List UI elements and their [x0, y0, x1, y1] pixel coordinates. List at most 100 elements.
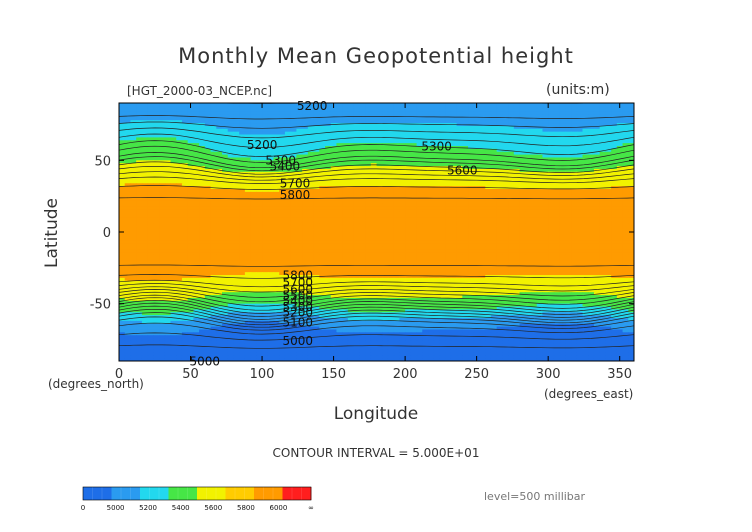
heatmap-cell: [347, 237, 355, 242]
heatmap-cell: [273, 229, 280, 233]
heatmap-cell: [330, 117, 338, 121]
heatmap-cell: [353, 140, 360, 144]
heatmap-cell: [170, 157, 177, 161]
heatmap-cell: [267, 177, 275, 181]
heatmap-cell: [267, 240, 275, 245]
heatmap-cell: [410, 252, 418, 256]
heatmap-cell: [262, 163, 269, 167]
heatmap-cell: [605, 197, 612, 202]
heatmap-cell: [433, 249, 441, 253]
heatmap-cell: [256, 232, 263, 236]
heatmap-cell: [216, 163, 223, 167]
heatmap-cell: [267, 163, 275, 167]
heatmap-cell: [359, 140, 366, 144]
heatmap-cell: [153, 206, 160, 210]
heatmap-cell: [399, 206, 406, 210]
heatmap-cell: [439, 257, 446, 262]
heatmap-cell: [244, 246, 252, 250]
heatmap-cell: [445, 209, 452, 213]
heatmap-cell: [302, 108, 309, 113]
heatmap-cell: [410, 174, 418, 179]
heatmap-cell: [565, 146, 572, 150]
heatmap-cell: [433, 237, 441, 242]
heatmap-cell: [553, 183, 561, 187]
heatmap-cell: [336, 234, 343, 239]
heatmap-cell: [548, 197, 555, 202]
heatmap-cell: [502, 125, 509, 130]
heatmap-cell: [513, 234, 521, 239]
heatmap-cell: [239, 229, 246, 233]
heatmap-cell: [485, 120, 492, 124]
heatmap-cell: [393, 206, 400, 210]
heatmap-cell: [468, 214, 475, 219]
heatmap-cell: [473, 223, 481, 227]
heatmap-cell: [422, 108, 429, 113]
heatmap-cell: [296, 105, 303, 110]
heatmap-cell: [542, 103, 549, 107]
heatmap-cell: [468, 206, 475, 210]
heatmap-cell: [399, 151, 406, 156]
heatmap-cell: [210, 160, 217, 164]
heatmap-cell: [147, 211, 154, 216]
heatmap-cell: [319, 123, 326, 127]
heatmap-cell: [479, 240, 486, 245]
heatmap-cell: [622, 143, 629, 147]
heatmap-cell: [313, 128, 320, 133]
heatmap-cell: [599, 137, 606, 141]
heatmap-cell: [159, 191, 166, 196]
heatmap-cell: [365, 108, 372, 113]
heatmap-cell: [416, 206, 423, 210]
heatmap-cell: [153, 180, 160, 184]
heatmap-cell: [147, 217, 154, 222]
heatmap-cell: [159, 171, 166, 176]
heatmap-cell: [370, 134, 378, 138]
heatmap-cell: [428, 197, 435, 202]
heatmap-cell: [473, 200, 481, 204]
heatmap-cell: [199, 260, 206, 265]
heatmap-cell: [222, 249, 229, 253]
heatmap-cell: [485, 140, 492, 144]
heatmap-cell: [290, 177, 297, 181]
heatmap-cell: [153, 237, 160, 242]
heatmap-cell: [611, 232, 618, 236]
heatmap-cell: [279, 131, 286, 136]
heatmap-cell: [445, 108, 452, 113]
heatmap-cell: [204, 237, 212, 242]
heatmap-cell: [399, 203, 406, 207]
heatmap-cell: [250, 254, 257, 259]
heatmap-cell: [422, 203, 429, 207]
heatmap-cell: [502, 229, 509, 233]
heatmap-cell: [307, 123, 315, 127]
heatmap-cell: [279, 257, 286, 262]
heatmap-cell: [164, 206, 172, 210]
heatmap-cell: [536, 209, 544, 213]
heatmap-cell: [302, 180, 309, 184]
heatmap-cell: [399, 189, 406, 193]
heatmap-cell: [611, 223, 618, 227]
heatmap-cell: [428, 128, 435, 133]
heatmap-cell: [347, 151, 355, 156]
heatmap-cell: [136, 131, 143, 136]
heatmap-cell: [439, 171, 446, 176]
heatmap-cell: [399, 183, 406, 187]
heatmap-cell: [462, 108, 469, 113]
heatmap-cell: [405, 254, 412, 259]
heatmap-cell: [393, 108, 400, 113]
heatmap-cell: [542, 223, 549, 227]
heatmap-cell: [233, 237, 240, 242]
heatmap-cell: [302, 254, 309, 259]
heatmap-cell: [519, 209, 526, 213]
heatmap-cell: [422, 128, 429, 133]
heatmap-cell: [187, 214, 194, 219]
heatmap-cell: [422, 254, 429, 259]
heatmap-cell: [599, 249, 606, 253]
heatmap-cell: [204, 220, 212, 224]
heatmap-cell: [353, 180, 360, 184]
heatmap-cell: [485, 229, 492, 233]
heatmap-cell: [204, 211, 212, 216]
heatmap-cell: [582, 220, 589, 224]
heatmap-cell: [559, 180, 566, 184]
heatmap-cell: [136, 114, 143, 118]
heatmap-cell: [267, 257, 275, 262]
heatmap-cell: [462, 114, 469, 118]
